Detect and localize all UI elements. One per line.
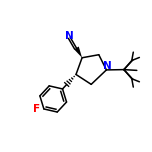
- Text: F: F: [33, 104, 40, 114]
- Polygon shape: [74, 47, 82, 58]
- Text: N: N: [103, 61, 111, 71]
- Text: N: N: [65, 31, 74, 41]
